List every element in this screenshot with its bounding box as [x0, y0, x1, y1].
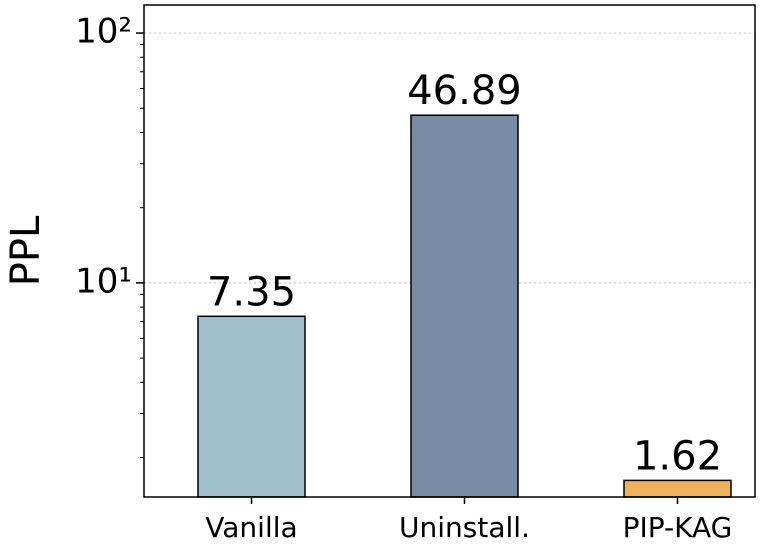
y-tick-label: 10¹ [75, 261, 132, 301]
bar [410, 114, 519, 498]
value-label: 1.62 [633, 433, 722, 479]
bar [197, 315, 306, 498]
x-tick-label: PIP-KAG [623, 511, 733, 544]
value-label: 46.89 [407, 68, 522, 114]
y-axis-label: PPL [3, 215, 49, 286]
x-tick-label: Uninstall. [399, 511, 530, 544]
y-tick-label: 10² [75, 12, 132, 52]
plot-frame [143, 4, 756, 498]
bar [623, 479, 732, 498]
value-label: 7.35 [207, 269, 296, 315]
x-tick-label: Vanilla [205, 511, 297, 544]
